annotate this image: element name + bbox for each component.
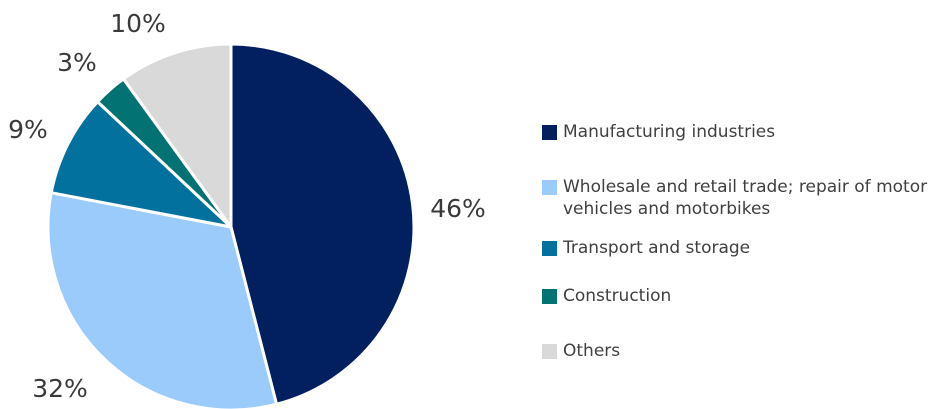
legend-label-transport: Transport and storage (563, 238, 751, 258)
legend-item-transport: Transport and storage (542, 237, 933, 259)
legend-swatch-manufacturing (542, 125, 557, 140)
legend-item-others: Others (542, 340, 933, 362)
pie-percentage-labels: 46% 32% 9% 3% 10% (8, 9, 486, 403)
legend-swatch-transport (542, 241, 557, 256)
data-label-construction: 3% (57, 48, 97, 77)
legend-item-wholesale-retail: Wholesale and retail trade; repair of mo… (542, 176, 933, 220)
data-label-wholesale-retail: 32% (32, 374, 88, 403)
legend-swatch-others (542, 344, 557, 359)
legend-label-wholesale-retail: Wholesale and retail trade; repair of mo… (563, 177, 928, 219)
pie-slice-manufacturing (229, 42, 416, 406)
pie-slices (46, 42, 416, 409)
legend-swatch-construction (542, 289, 557, 304)
legend-swatch-wholesale-retail (542, 180, 557, 195)
legend-label-construction: Construction (563, 286, 672, 306)
pie-slice-wholesale-retail (46, 191, 279, 409)
data-label-others: 10% (110, 9, 166, 38)
legend-item-manufacturing: Manufacturing industries (542, 121, 933, 143)
pie-slice-transport (49, 100, 233, 229)
pie-slice-others (121, 42, 233, 229)
legend-label-manufacturing: Manufacturing industries (563, 122, 776, 142)
legend-item-construction: Construction (542, 285, 933, 307)
legend-label-others: Others (563, 341, 621, 361)
data-label-manufacturing: 46% (430, 194, 486, 223)
data-label-transport: 9% (8, 115, 48, 144)
